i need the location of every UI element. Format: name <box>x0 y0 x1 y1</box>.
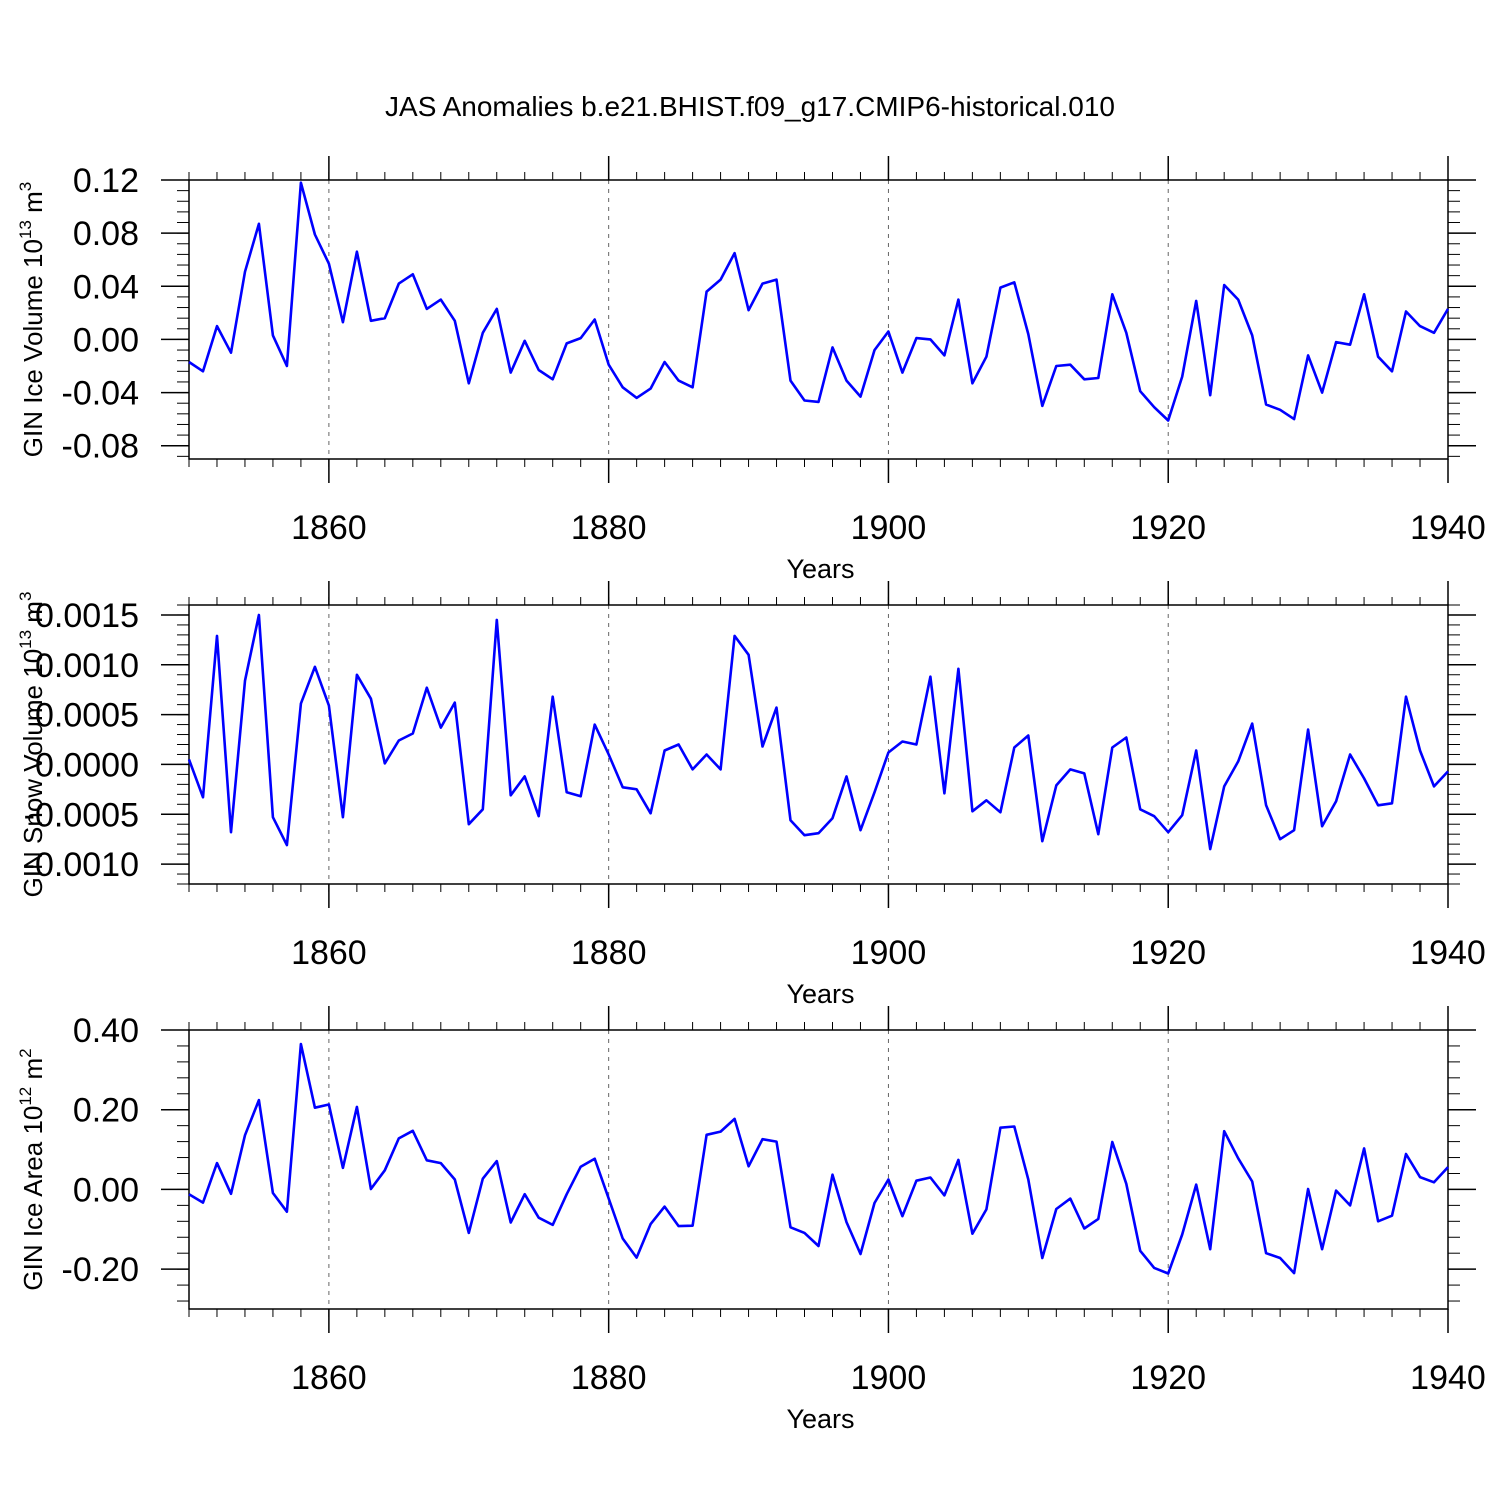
x-tick-label: 1920 <box>1130 934 1206 972</box>
y-tick-label: 0.00 <box>73 321 139 359</box>
y-tick-label: 0.0000 <box>35 746 139 784</box>
figure-title: JAS Anomalies b.e21.BHIST.f09_g17.CMIP6-… <box>385 91 1115 122</box>
y-tick-label: 0.0015 <box>35 597 139 635</box>
y-tick-label: -0.0010 <box>24 846 139 884</box>
y-tick-label: 0.40 <box>73 1012 139 1050</box>
x-tick-label: 1940 <box>1410 934 1486 972</box>
x-tick-label: 1920 <box>1130 1359 1206 1397</box>
y-tick-label: -0.04 <box>62 375 140 413</box>
plot-frame <box>188 1029 1449 1310</box>
chart-panel-bottom: 1860 1880 1900 1920 1940 0.40 0.20 0.00 -0.20 Yea… <box>16 1006 1486 1434</box>
x-tick-label: 1900 <box>851 1359 927 1397</box>
x-tick-label: 1880 <box>571 1359 647 1397</box>
y-tick-label: 0.0010 <box>35 647 139 685</box>
series-line-bottom <box>188 1042 1449 1275</box>
x-tick-label: 1860 <box>291 509 367 547</box>
x-tick-label: 1940 <box>1410 509 1486 547</box>
y-axis-label: GIN Ice Area 1012 m2 <box>16 1048 48 1290</box>
y-tick-label: -0.20 <box>62 1251 140 1289</box>
x-tick-label: 1920 <box>1130 509 1206 547</box>
x-tick-label: 1880 <box>571 934 647 972</box>
x-axis-label: Years <box>786 1404 854 1434</box>
x-tick-label: 1860 <box>291 934 367 972</box>
plot-frame <box>188 179 1449 460</box>
x-tick-label: 1880 <box>571 509 647 547</box>
x-tick-label: 1900 <box>851 934 927 972</box>
series-line-top <box>188 181 1450 422</box>
y-tick-label: 0.0005 <box>35 697 139 735</box>
series-line-middle <box>187 613 1449 851</box>
y-tick-label: 0.08 <box>73 215 139 253</box>
y-tick-label: 0.20 <box>73 1092 139 1130</box>
y-tick-label: -0.0005 <box>24 796 139 834</box>
x-tick-label: 1860 <box>291 1359 367 1397</box>
x-tick-label: 1940 <box>1410 1359 1486 1397</box>
chart-panel-top: 1860 1880 1900 1920 1940 0.12 0.08 0.04 0.00 -0.0… <box>16 156 1486 584</box>
x-axis-label: Years <box>786 554 854 584</box>
y-tick-label: 0.00 <box>73 1171 139 1209</box>
y-tick-label: 0.12 <box>73 162 139 200</box>
chart-panel-middle: 1860 1880 1900 1920 1940 0.0015 0.0010 0.0005 0.… <box>16 581 1486 1009</box>
y-axis-label: GIN Snow Volume 1013 m3 <box>16 592 48 898</box>
y-axis-label: GIN Ice Volume 1013 m3 <box>16 182 48 458</box>
y-tick-label: -0.08 <box>62 428 140 466</box>
x-axis-label: Years <box>786 979 854 1009</box>
x-tick-label: 1900 <box>851 509 927 547</box>
y-tick-label: 0.04 <box>73 268 139 306</box>
panels-container: 1860 1880 1900 1920 1940 0.12 0.08 0.04 0.00 -0.0… <box>16 156 1486 1434</box>
